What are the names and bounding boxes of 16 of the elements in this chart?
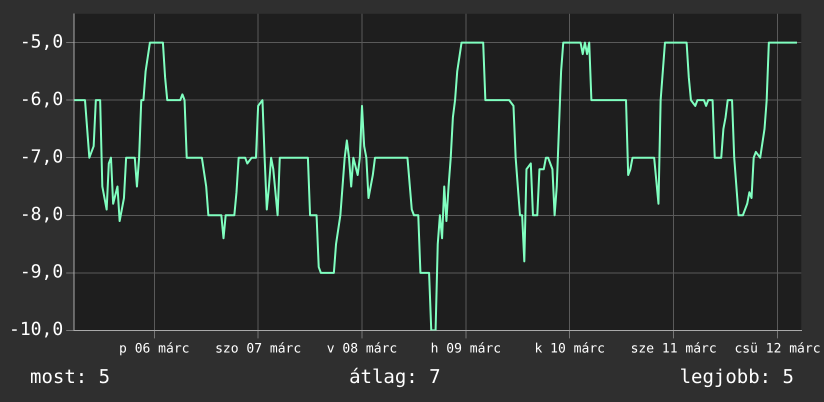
y-tick-label: -7,0 (20, 146, 64, 168)
text: most: 5 (30, 366, 110, 388)
text: legjobb: 5 (680, 366, 794, 388)
y-tick-label: -8,0 (20, 204, 64, 225)
x-tick-label: k 10 márc (534, 342, 605, 357)
x-tick-label: csü 12 márc (734, 342, 821, 357)
x-tick-label: szo 07 márc (215, 342, 302, 357)
y-tick-label: -10,0 (8, 319, 64, 340)
y-tick-label: -9,0 (20, 262, 64, 283)
x-tick-label: sze 11 márc (630, 342, 717, 357)
y-tick-label: -6,0 (20, 88, 64, 110)
x-tick-label: p 06 márc (119, 342, 190, 357)
x-tick-label: h 09 márc (430, 342, 502, 357)
y-tick-label: -5,0 (20, 31, 64, 52)
x-tick-label: v 08 márc (326, 342, 398, 357)
text: átlag: 7 (349, 366, 441, 388)
